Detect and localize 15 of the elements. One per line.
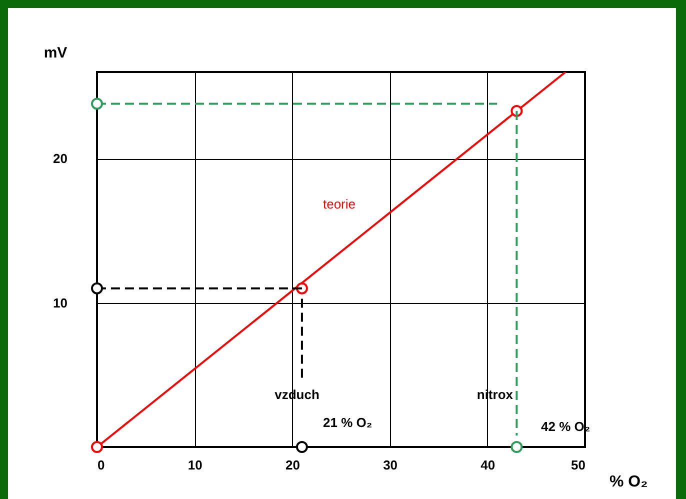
x-tick-label: 0 bbox=[98, 458, 105, 472]
point bbox=[296, 441, 308, 453]
point bbox=[91, 282, 103, 294]
x-tick-label: 10 bbox=[188, 458, 202, 472]
point bbox=[91, 441, 103, 453]
x-tick-label: 30 bbox=[383, 458, 398, 472]
x-tick-label: 40 bbox=[480, 458, 496, 472]
annotation: 21 % O₂ bbox=[323, 415, 372, 430]
point bbox=[91, 98, 103, 110]
x-axis-title: % O₂ bbox=[610, 474, 648, 490]
series-label: teorie bbox=[322, 196, 356, 212]
y-axis-title: mV bbox=[44, 44, 68, 62]
point bbox=[510, 441, 523, 453]
x-tick-label: 50 bbox=[571, 458, 586, 472]
x-tick-label: 20 bbox=[285, 458, 300, 472]
